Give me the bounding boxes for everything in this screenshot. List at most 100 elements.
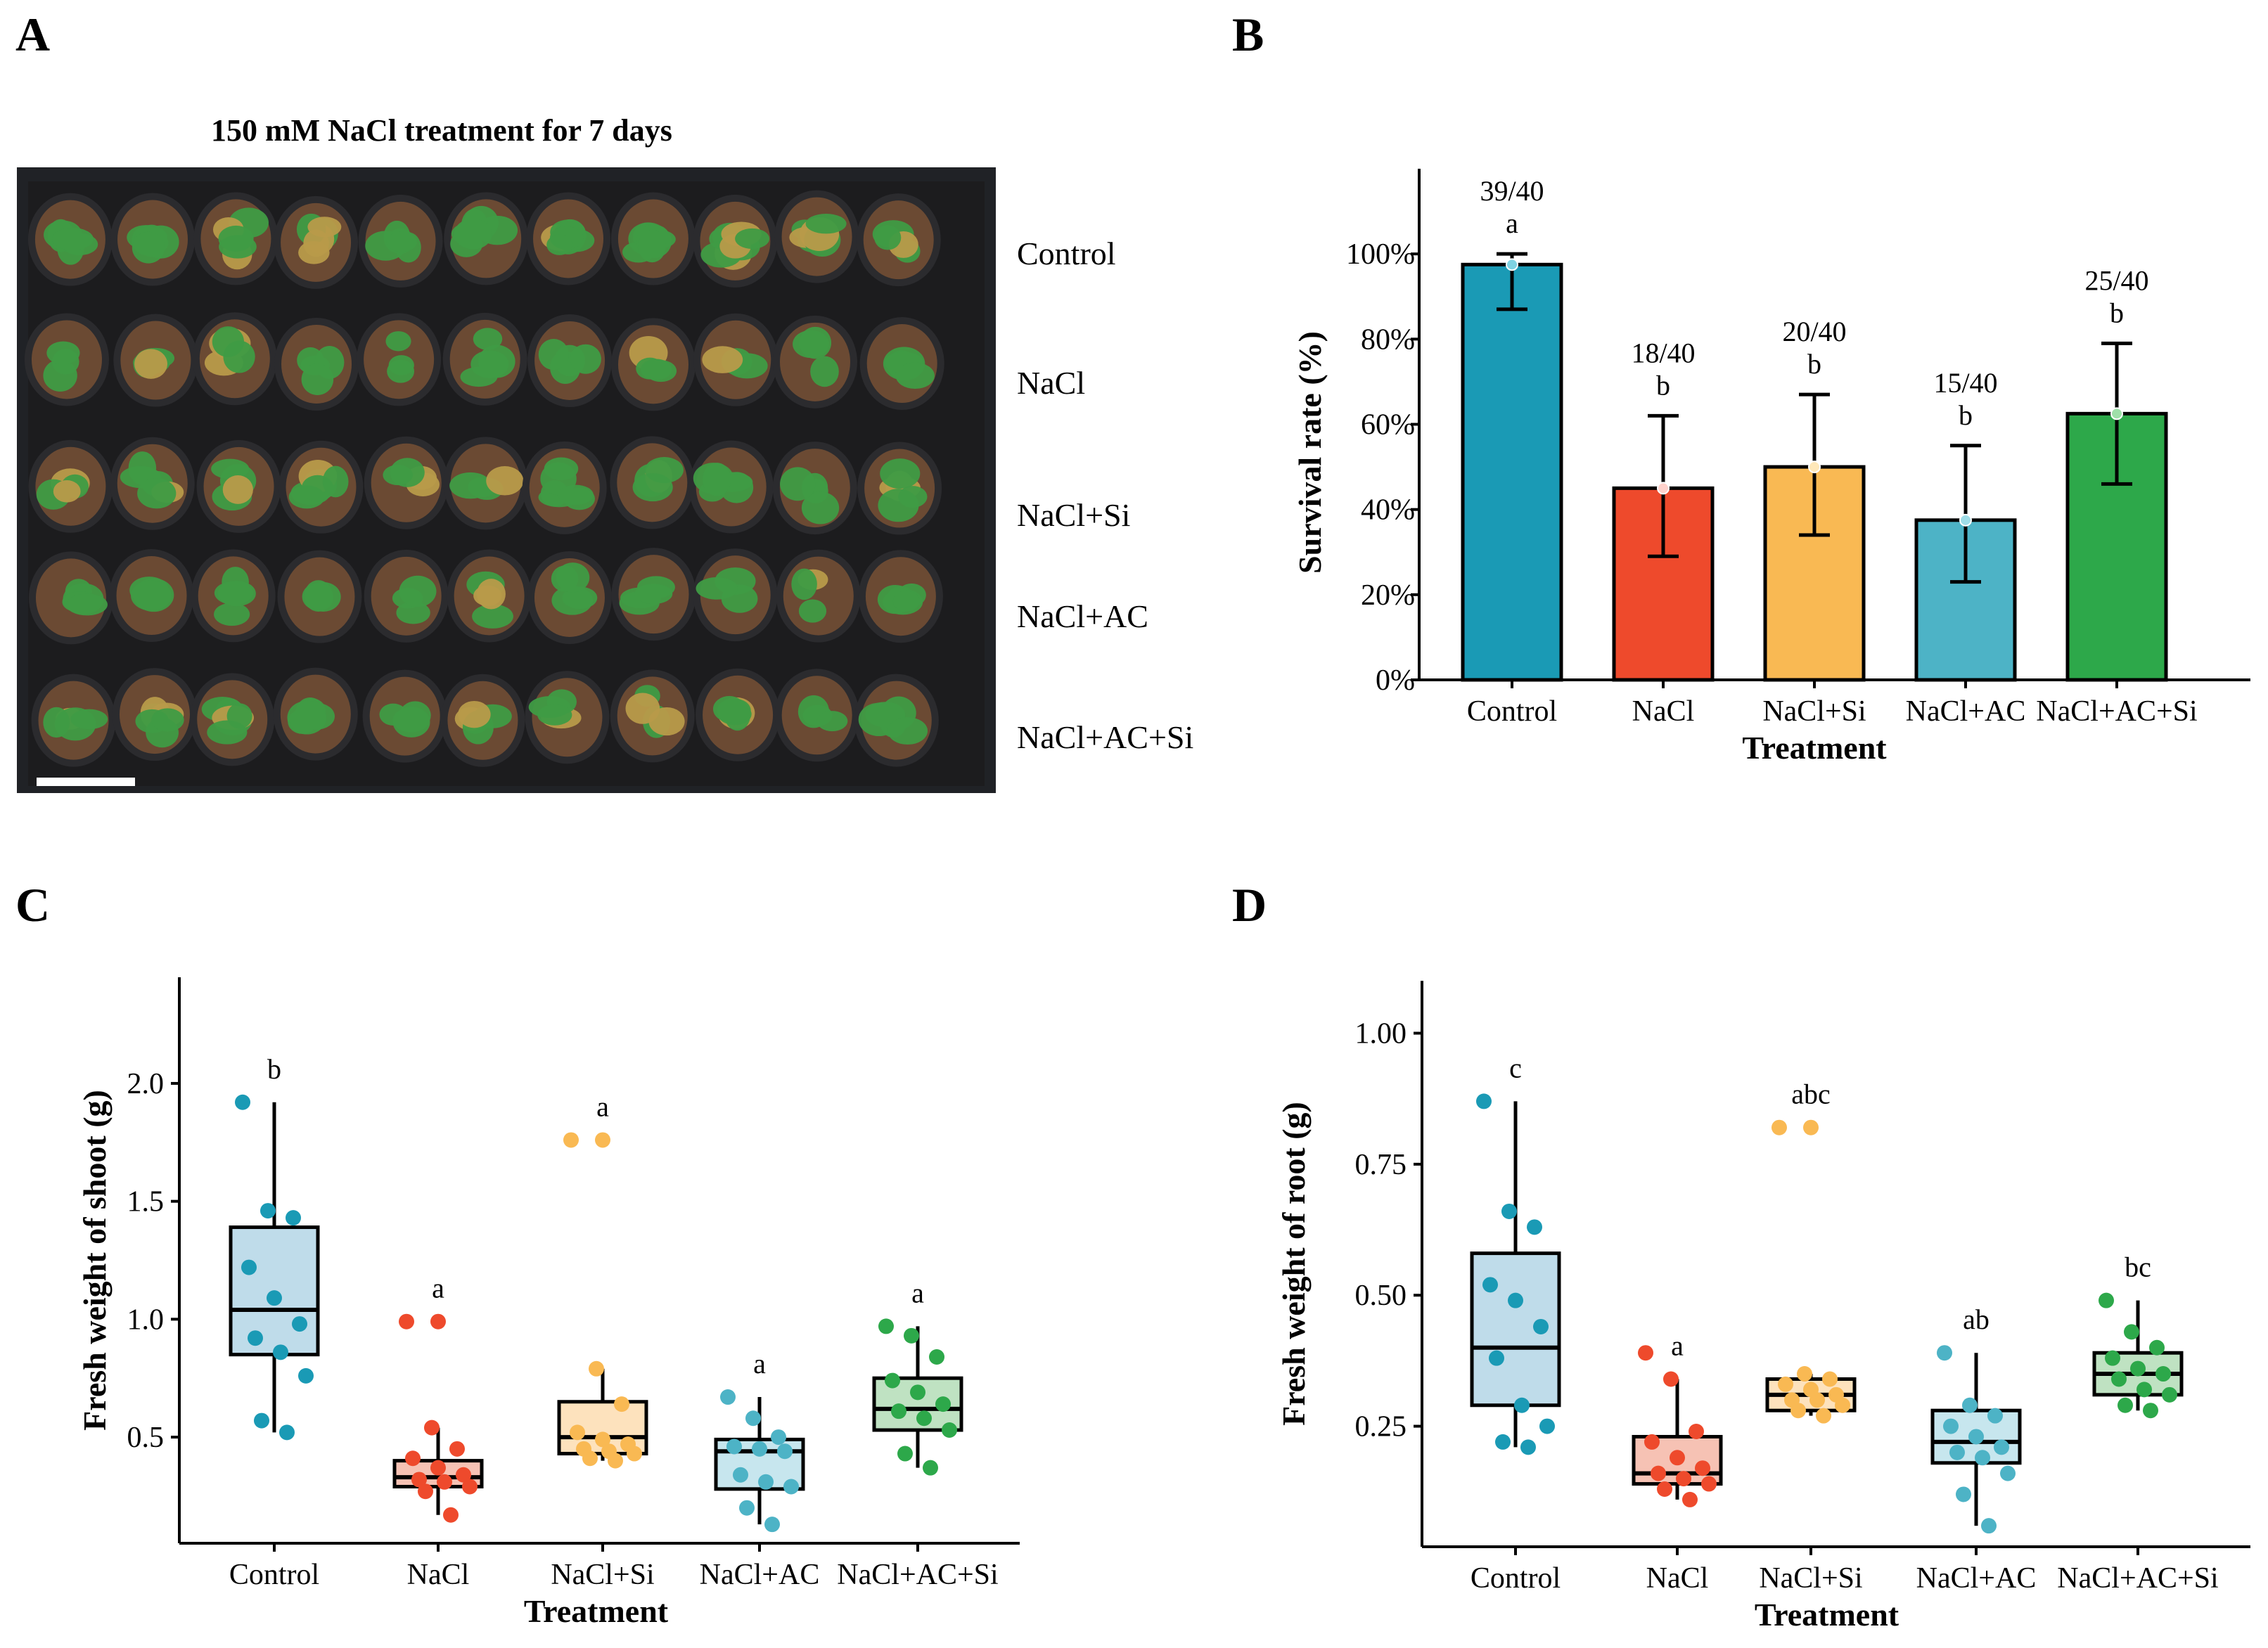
leaf [43,359,77,392]
x-tick-label: NaCl+Si [1759,1562,1862,1595]
mean-point [1657,482,1670,495]
leaf [449,472,492,499]
data-point [1676,1471,1691,1487]
data-point [273,1344,288,1360]
leaf [217,581,256,607]
data-point [1994,1439,2009,1455]
significance-letter: a [753,1348,766,1379]
mean-point [2110,407,2123,420]
y-tick-label: 60% [1361,409,1415,442]
leaf [396,601,430,624]
outlier-point [430,1313,446,1330]
data-point [1956,1486,1971,1502]
data-point [1689,1424,1704,1440]
leaf [880,458,921,489]
data-point [1520,1439,1536,1455]
data-point [2000,1465,2016,1481]
y-tick-label: 0.5 [127,1422,165,1454]
data-point [1644,1434,1660,1450]
panel-c-boxes: b a a a a [229,1053,963,1533]
leaf [895,362,935,390]
leaf [151,708,184,732]
leaf [211,458,250,479]
data-point [1670,1450,1685,1466]
leaf [390,458,425,487]
data-point [720,1389,736,1405]
significance-letter: a [1671,1330,1684,1361]
leaf [805,214,847,234]
data-point [589,1360,604,1377]
leaf [717,698,751,723]
leaf [307,217,342,238]
leaf [486,466,524,496]
data-point [443,1507,459,1523]
data-point [570,1424,585,1441]
leaf [791,568,817,600]
leaf [454,218,492,250]
significance-letter: a [432,1273,444,1304]
leaf [537,704,572,726]
leaf [301,363,334,396]
leaf [810,356,839,387]
x-tick-label: NaCl+AC+Si [837,1559,998,1591]
count-label: 18/40 [1631,337,1695,368]
data-point [456,1467,471,1483]
data-point [929,1349,944,1365]
data-point [248,1330,263,1346]
leaf [641,359,672,380]
x-tick-label: NaCl+AC+Si [2036,695,2197,728]
data-point [411,1472,427,1488]
leaf [472,604,513,629]
mean-point [1808,461,1821,474]
leaf [696,577,738,600]
data-point [885,1372,900,1389]
leaf [218,225,254,252]
panel-d-root-chart: 0.25 0.50 0.75 1.00 Control NaCl NaCl+Si NaCl+A… [1276,981,2250,1633]
y-tick-label: 0.25 [1355,1411,1407,1443]
leaf [386,231,417,252]
y-tick-label: 20% [1361,579,1415,612]
leaf [888,717,928,745]
data-point [1514,1397,1530,1413]
y-tick-label: 1.5 [127,1186,165,1218]
panel-c-y-axis-title: Fresh weight of shoot (g) [77,1090,113,1431]
data-point [910,1384,925,1401]
x-tick-label: NaCl+AC [700,1559,820,1591]
data-point [608,1453,623,1469]
data-point [1527,1219,1542,1235]
x-tick-label: Control [1467,695,1557,728]
leaf [131,580,172,611]
significance-letter: b [267,1053,281,1085]
data-point [1975,1450,1990,1466]
significance-letter: a [596,1090,609,1122]
data-point [1937,1345,1952,1361]
leaf [874,225,902,250]
count-label: 15/40 [1933,367,1997,399]
y-tick-label: 100% [1346,238,1415,271]
y-tick-label: 1.0 [127,1303,165,1336]
data-point [935,1396,951,1412]
data-point [897,1446,913,1462]
row-label-nacl-ac-si: NaCl+AC+Si [1017,719,1193,755]
data-point [764,1517,780,1533]
data-point [260,1203,276,1219]
leaf [632,473,673,502]
panel-letter-c: C [15,878,50,932]
x-tick-label: NaCl+AC+Si [2057,1562,2218,1595]
data-point [1797,1366,1812,1382]
data-point [745,1410,761,1427]
significance-letter: b [2110,297,2124,328]
data-point [254,1412,269,1429]
leaf [207,720,248,745]
leaf [392,707,430,738]
data-point [923,1460,938,1476]
bar [1461,262,1563,682]
mean-point [1506,258,1518,271]
data-point [1772,1119,1787,1135]
x-tick-label: Control [1471,1562,1561,1595]
significance-letter: a [1506,207,1518,239]
data-point [2155,1366,2171,1382]
data-point [563,1132,579,1148]
